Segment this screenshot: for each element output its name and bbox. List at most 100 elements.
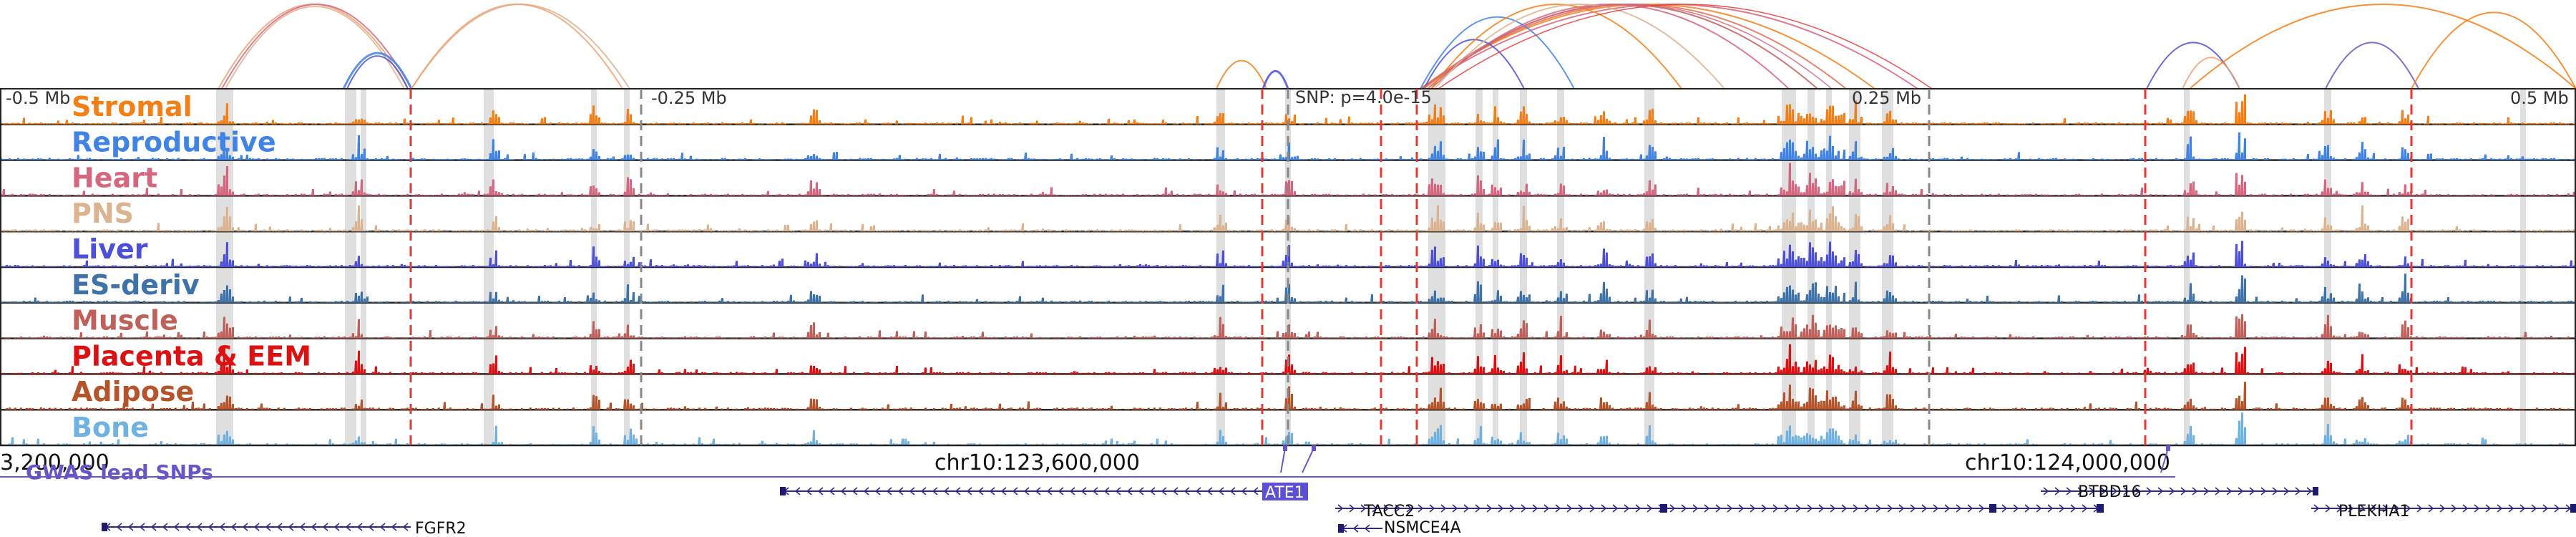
strand-arrow xyxy=(1092,487,1098,495)
strand-arrow xyxy=(1395,504,1401,513)
strand-arrow xyxy=(1646,504,1653,513)
strand-arrow xyxy=(1830,504,1836,513)
strand-arrow xyxy=(932,487,938,495)
gene-exon xyxy=(102,523,107,531)
track-label-8: Placenta & EEM xyxy=(72,340,311,372)
strand-arrow xyxy=(150,523,157,531)
strand-arrow xyxy=(288,523,294,531)
strand-arrow xyxy=(1035,487,1041,495)
loop-arc xyxy=(1430,4,1682,90)
strand-arrow xyxy=(2348,504,2354,513)
coord-label-mid: chr10:123,600,000 xyxy=(935,450,1140,475)
strand-arrow xyxy=(1967,504,1974,513)
strand-arrow xyxy=(1498,504,1504,513)
strand-arrow xyxy=(1875,504,1882,513)
gene-exon xyxy=(1989,504,1996,513)
strand-arrow xyxy=(1383,504,1390,513)
strand-arrow xyxy=(1589,504,1596,513)
strand-arrow xyxy=(1933,504,1939,513)
loop-arc xyxy=(1430,4,1790,90)
loop-arc xyxy=(1434,4,1725,90)
loop-arc xyxy=(342,52,413,90)
strand-arrow xyxy=(1337,504,1344,513)
strand-arrow xyxy=(1555,504,1561,513)
strand-arrow xyxy=(1543,504,1550,513)
strand-arrow xyxy=(2054,487,2061,495)
strand-arrow xyxy=(817,487,824,495)
strand-arrow xyxy=(208,523,214,531)
gene-annotation-track xyxy=(102,487,2576,533)
strand-arrow xyxy=(1738,504,1745,513)
strand-arrow xyxy=(2497,504,2503,513)
strand-arrow xyxy=(127,523,134,531)
strand-arrow xyxy=(1784,504,1790,513)
strand-arrow xyxy=(886,487,892,495)
strand-arrow xyxy=(1761,504,1767,513)
gene-exon xyxy=(780,487,786,495)
gwas-track xyxy=(0,445,2175,478)
strand-arrow xyxy=(2077,487,2084,495)
loop-arc xyxy=(346,55,409,90)
loop-arc xyxy=(2189,4,2576,90)
gwas-snp-dot xyxy=(2166,445,2170,451)
loop-arc xyxy=(1420,4,1875,90)
strand-arrow xyxy=(2066,487,2072,495)
strand-arrow xyxy=(1352,524,1359,533)
strand-arrow xyxy=(1115,487,1121,495)
strand-arrow xyxy=(2428,504,2434,513)
gene-label-tacc2: TACC2 xyxy=(1363,503,1415,521)
strand-arrow xyxy=(1463,504,1470,513)
strand-arrow xyxy=(1715,504,1722,513)
gwas-label: GWAS lead SNPs xyxy=(26,460,213,484)
loop-arc xyxy=(218,4,409,90)
strand-arrow xyxy=(1486,504,1493,513)
coord-label-right: chr10:124,000,000 xyxy=(1965,450,2170,475)
strand-arrow xyxy=(1475,504,1481,513)
strand-arrow xyxy=(1635,504,1641,513)
loop-arc xyxy=(1422,4,1833,90)
loop-arc xyxy=(2182,57,2240,90)
strand-arrow xyxy=(1612,504,1619,513)
strand-arrow xyxy=(2325,504,2331,513)
loop-arc xyxy=(1262,69,1289,90)
strand-arrow xyxy=(2070,504,2077,513)
strand-arrow xyxy=(2082,504,2088,513)
scale-label-minus-quarter-mb: -0.25 Mb xyxy=(651,88,727,108)
strand-arrow xyxy=(333,523,340,531)
strand-arrow xyxy=(2519,504,2526,513)
strand-arrow xyxy=(2485,504,2492,513)
strand-arrow xyxy=(1023,487,1030,495)
strand-arrow xyxy=(2554,504,2560,513)
strand-arrow xyxy=(1956,504,1962,513)
strand-arrow xyxy=(1601,504,1607,513)
marker-lines xyxy=(409,89,2413,445)
gene-plekha1 xyxy=(2311,504,2576,513)
strand-arrow xyxy=(2272,487,2278,495)
scale-label-minus-half-mb: -0.5 Mb xyxy=(6,88,70,108)
strand-arrow xyxy=(196,523,203,531)
strand-arrow xyxy=(1578,504,1584,513)
strand-arrow xyxy=(1669,504,1676,513)
track-label-6: ES-deriv xyxy=(72,269,200,301)
strand-arrow xyxy=(2295,487,2301,495)
strand-arrow xyxy=(2474,504,2480,513)
strand-arrow xyxy=(116,523,122,531)
strand-arrow xyxy=(1704,504,1710,513)
strand-arrow xyxy=(1979,504,1985,513)
strand-arrow xyxy=(402,523,409,531)
strand-arrow xyxy=(829,487,835,495)
strand-arrow xyxy=(311,523,317,531)
strand-arrow xyxy=(1509,504,1516,513)
loop-arc xyxy=(411,4,623,90)
strand-arrow xyxy=(1818,504,1825,513)
strand-arrow xyxy=(2359,504,2366,513)
strand-arrow xyxy=(2451,504,2457,513)
strand-arrow xyxy=(863,487,869,495)
strand-arrow xyxy=(356,523,363,531)
strand-arrow xyxy=(1521,504,1527,513)
gene-tacc2 xyxy=(1335,504,2104,513)
gwas-snp-marker xyxy=(1280,448,1286,473)
loop-arc xyxy=(1423,39,1525,90)
strand-arrow xyxy=(1046,487,1053,495)
loop-arc xyxy=(1438,4,1933,90)
